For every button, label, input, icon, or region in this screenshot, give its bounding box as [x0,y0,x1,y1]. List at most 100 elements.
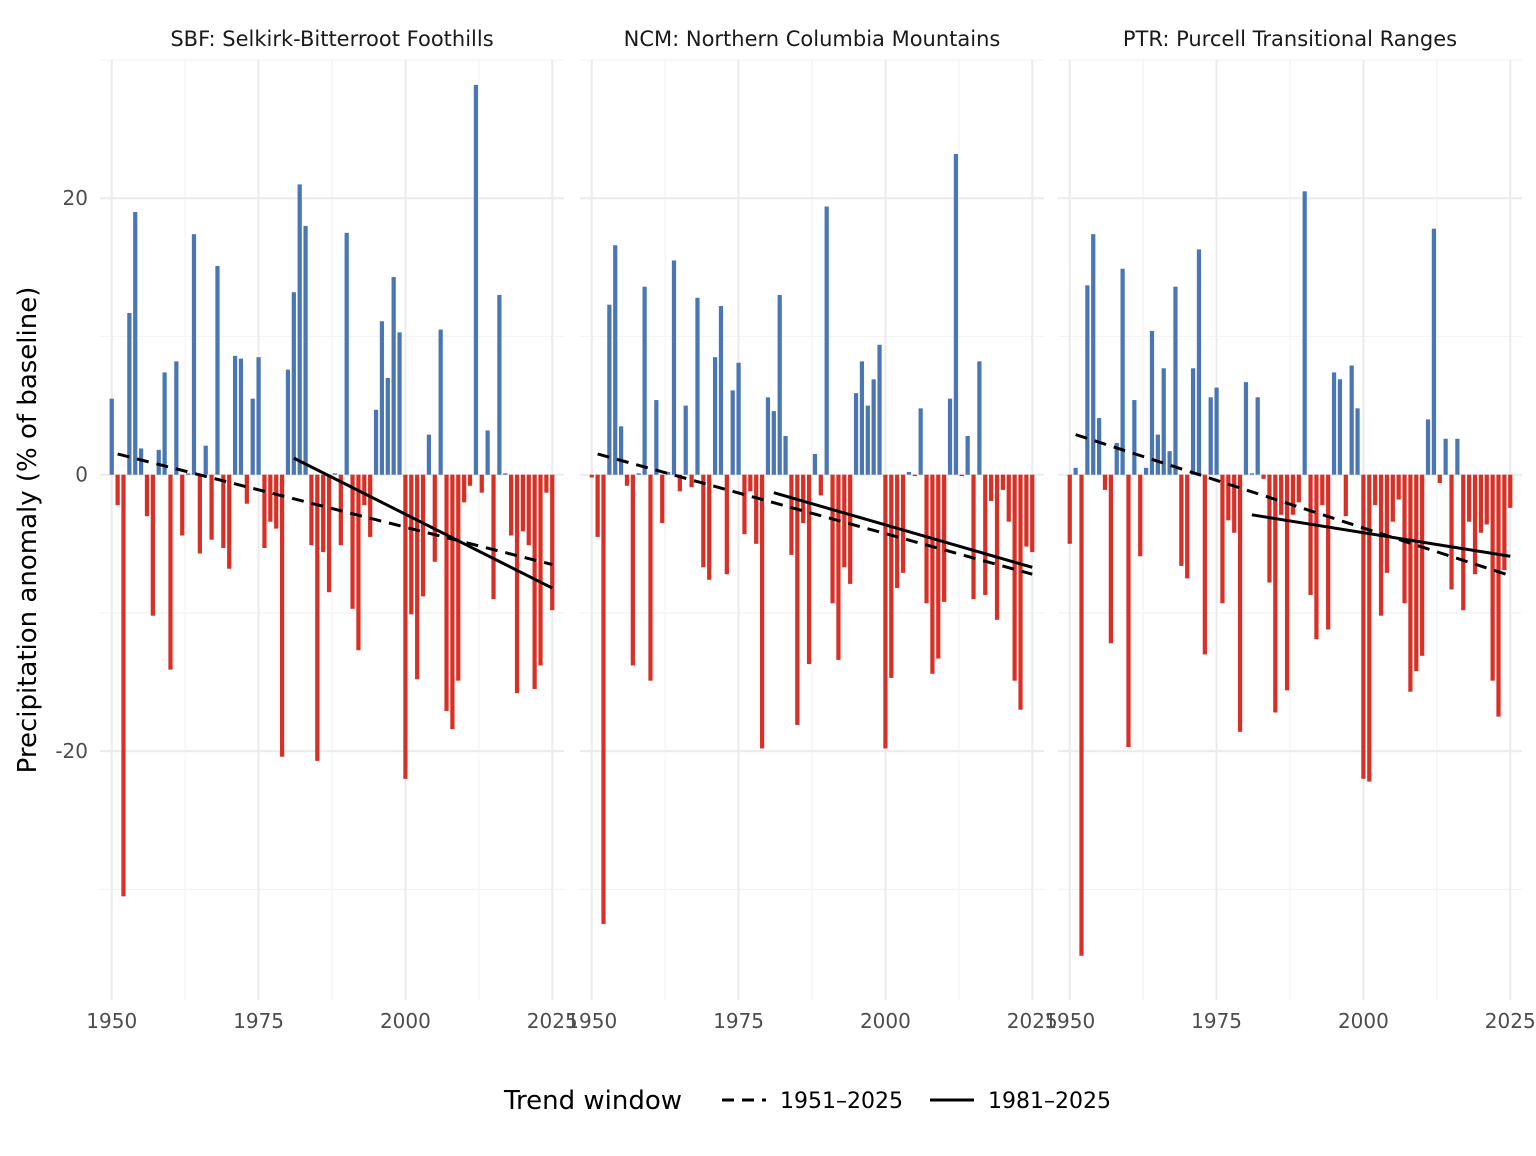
anomaly-bar [532,474,537,689]
anomaly-bar [930,474,935,674]
anomaly-bar [544,474,549,493]
legend-item-label: 1951–2025 [780,1089,903,1114]
anomaly-bar [1361,474,1366,779]
anomaly-bar [1490,474,1495,681]
trend-line-solid [1251,513,1511,558]
facet-strip-label: PTR: Purcell Transitional Ranges [1123,27,1457,51]
anomaly-bar [133,212,138,475]
anomaly-bar [285,369,291,475]
anomaly-bar [1461,474,1466,611]
anomaly-bar [724,474,729,575]
anomaly-bar [1208,397,1213,475]
anomaly-bar [1414,474,1419,671]
anomaly-bar [877,344,882,475]
anomaly-bar [783,436,788,475]
anomaly-bar [601,474,606,924]
anomaly-bar [795,474,800,725]
anomaly-bar [1472,474,1478,575]
anomaly-bar [959,474,964,477]
anomaly-bar [1443,438,1448,475]
anomaly-bar [344,232,349,475]
anomaly-bar [473,84,479,475]
anomaly-bar [895,474,900,589]
x-tick-label: 1975 [1191,1009,1242,1033]
x-tick-label: 2000 [1338,1009,1389,1033]
anomaly-bar [279,474,285,757]
anomaly-bar [232,355,238,475]
anomaly-bar [550,474,555,611]
anomaly-bar [221,474,226,548]
anomaly-bar [883,474,888,749]
anomaly-bar [420,474,426,597]
anomaly-bar [1132,400,1137,475]
anomaly-bar [748,474,753,492]
anomaly-bar [462,474,467,503]
facet-strip-label: SBF: Selkirk-Bitterroot Foothills [170,27,493,51]
anomaly-bar [1437,474,1442,483]
anomaly-bar [1508,474,1513,508]
anomaly-bar [1108,474,1113,644]
anomaly-bar [1302,191,1307,475]
anomaly-bar [1408,474,1413,692]
anomaly-bar [1502,474,1507,571]
anomaly-bar [127,312,132,475]
anomaly-bar [689,474,694,488]
anomaly-bar [520,474,526,532]
anomaly-bar [1173,286,1178,475]
anomaly-bar [1243,382,1249,475]
anomaly-bar [1120,268,1125,475]
anomaly-bar [665,471,671,475]
anomaly-bar [842,474,847,568]
anomaly-bar [871,379,876,475]
anomaly-bar [156,449,161,475]
anomaly-bar [1079,474,1084,956]
anomaly-bar [1349,365,1354,475]
anomaly-bar [1126,474,1131,748]
anomaly-bar [203,445,208,475]
anomaly-bar [836,474,841,660]
anomaly-bar [1396,474,1401,500]
anomaly-bar [315,474,320,761]
anomaly-bar [180,474,185,536]
facet-strip-label: NCM: Northern Columbia Mountains [624,27,1001,51]
anomaly-bar [701,474,706,568]
anomaly-bar [1425,419,1431,475]
anomaly-bar [238,358,244,475]
anomaly-bar [977,361,982,475]
anomaly-bar [595,474,600,537]
anomaly-bar [824,206,829,475]
anomaly-bar [332,473,338,475]
anomaly-bar [479,474,484,493]
anomaly-bar [754,474,759,544]
anomaly-bar [1214,387,1219,475]
anomaly-bar [1378,474,1384,616]
anomaly-bar [1431,228,1437,475]
anomaly-bar [730,390,735,475]
anomaly-bar [444,474,449,712]
anomaly-bar [1179,474,1184,566]
anomaly-bar [350,474,355,609]
anomaly-bar [1143,467,1149,475]
anomaly-bar [1149,330,1155,475]
facet-panel: SBF: Selkirk-Bitterroot Foothills 1950 197… [86,27,577,1033]
anomaly-bar [1343,474,1348,517]
anomaly-bar [432,474,437,562]
anomaly-bar [1249,473,1254,475]
anomaly-bar [1326,474,1331,630]
anomaly-bar [1161,368,1166,475]
anomaly-bar [467,474,473,486]
anomaly-bar [497,295,502,475]
anomaly-bar [1284,474,1290,691]
anomaly-bar [144,474,150,517]
anomaly-bar [1267,474,1272,583]
anomaly-bar [426,434,432,475]
anomaly-bar [450,474,455,730]
x-tick-label: 1950 [86,1009,137,1033]
anomaly-bar [373,409,379,475]
anomaly-bar [853,393,859,475]
anomaly-bar [227,474,232,569]
anomaly-bar [683,405,688,475]
trend-line-dashed [1075,433,1511,578]
